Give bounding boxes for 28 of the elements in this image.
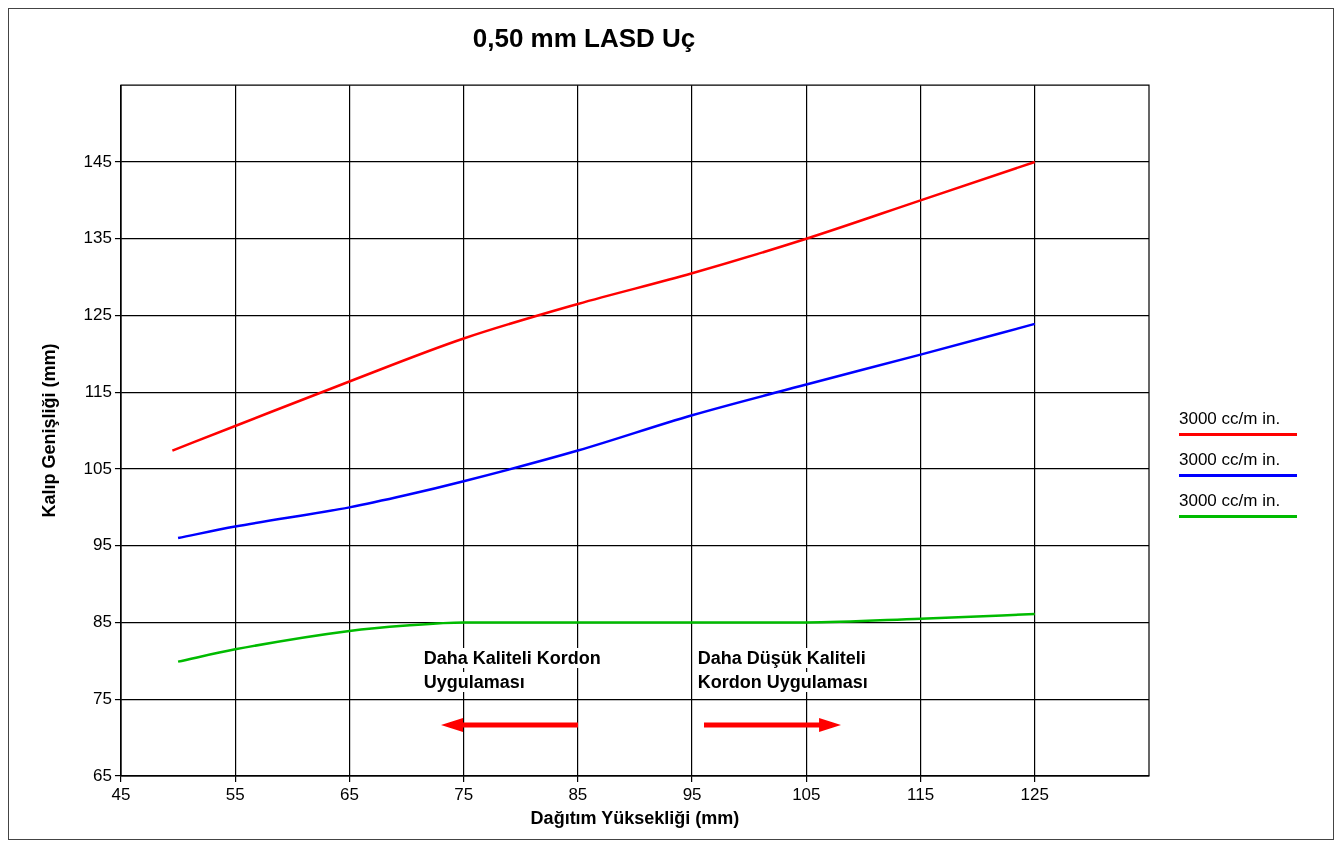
text: 3000 cc/m in. xyxy=(1179,409,1282,429)
annotation: Daha Düşük Kaliteli Kordon Uygulaması xyxy=(697,647,868,692)
line-series xyxy=(176,322,1037,540)
x-tick-label: 95 xyxy=(682,784,702,804)
text: 3000 cc/m in. xyxy=(1179,450,1282,470)
x-tick-label: 55 xyxy=(225,784,245,804)
y-tick-label: 95 xyxy=(93,535,112,555)
chart-title: 0,50 mm LASD Uç xyxy=(472,22,696,53)
x-tick-label: 125 xyxy=(1020,784,1049,804)
x-tick-label: 65 xyxy=(339,784,359,804)
y-axis-title: Kalıp Genişliği (mm) xyxy=(38,343,59,518)
x-tick-label: 75 xyxy=(454,784,474,804)
line-series xyxy=(171,160,1037,452)
y-tick-label: 135 xyxy=(83,228,112,248)
x-tick-label: 85 xyxy=(568,784,588,804)
y-tick-label: 65 xyxy=(93,765,112,785)
y-tick-label: 75 xyxy=(93,688,112,708)
x-tick-label: 105 xyxy=(792,784,821,804)
y-tick-label: 105 xyxy=(83,458,112,478)
x-tick-label: 45 xyxy=(111,784,131,804)
annotation: Daha Kaliteli Kordon Uygulaması xyxy=(423,647,601,692)
x-tick-label: 115 xyxy=(906,784,935,804)
y-tick-label: 145 xyxy=(83,151,112,171)
text: 3000 cc/m in. xyxy=(1179,491,1282,511)
y-tick-label: 115 xyxy=(84,381,112,401)
y-tick-label: 85 xyxy=(93,612,112,632)
y-tick-label: 125 xyxy=(83,305,112,325)
x-axis-title: Dağıtım Yüksekliği (mm) xyxy=(530,808,740,829)
